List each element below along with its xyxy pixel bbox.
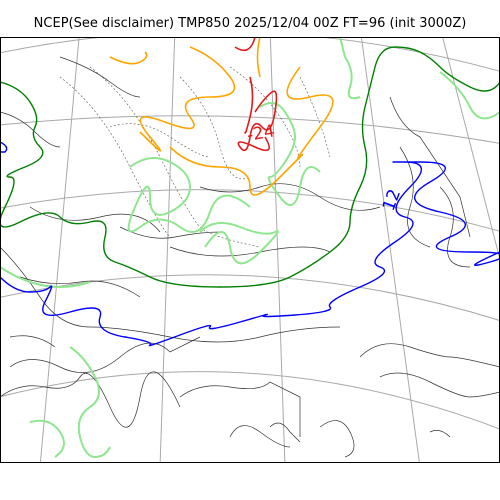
contour-label-minus-24: -24 bbox=[245, 121, 276, 146]
orange-isotherms bbox=[109, 37, 334, 196]
blue-isotherm bbox=[0, 141, 500, 347]
green-isotherm bbox=[0, 46, 500, 288]
map-frame bbox=[0, 37, 500, 463]
contour-label-12: 12 bbox=[379, 187, 405, 214]
graticule bbox=[0, 37, 500, 463]
dotted-contours bbox=[59, 66, 331, 248]
map-title: NCEP(See disclaimer) TMP850 2025/12/04 0… bbox=[33, 16, 467, 31]
light-green-isotherms bbox=[0, 37, 500, 459]
temperature-map: -24 12 bbox=[0, 37, 500, 463]
cold-isotherms bbox=[234, 37, 278, 152]
